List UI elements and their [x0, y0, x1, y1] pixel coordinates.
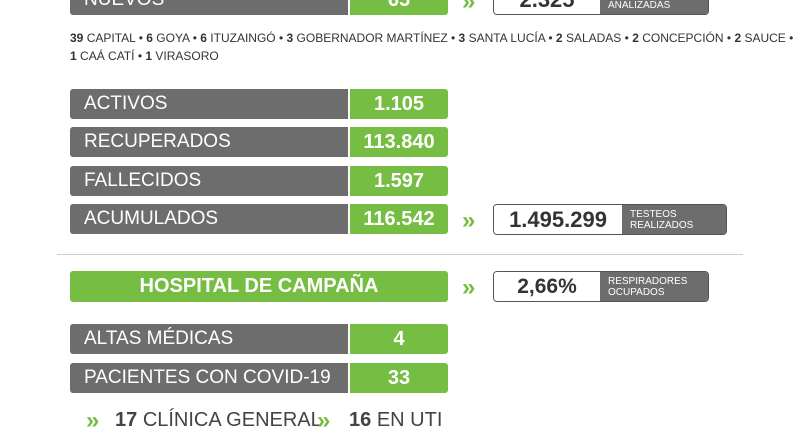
location-name: CAÁ CATÍ — [76, 49, 135, 63]
location-item: 39 CAPITAL — [70, 31, 135, 45]
location-name: SAUCE — [741, 31, 786, 45]
location-count: 2 — [555, 31, 563, 45]
location-count: 2 — [734, 31, 742, 45]
location-count: 1 — [145, 49, 153, 63]
respiradores-value: 2,66% — [494, 272, 600, 301]
location-count: 2 — [632, 31, 639, 45]
testeos-label: TESTEOS REALIZADOS — [622, 205, 726, 234]
analizadas-box: 2.325 ANALIZADAS — [493, 0, 709, 15]
location-count: 6 — [200, 31, 207, 45]
bullet-separator: • — [447, 31, 459, 45]
location-name: GOBERNADOR MARTÍNEZ — [293, 31, 448, 45]
location-item: 2 CONCEPCIÓN — [632, 31, 723, 45]
activos-value: 1.105 — [350, 89, 448, 119]
bullet-separator: • — [275, 31, 287, 45]
location-name: ITUZAINGÓ — [206, 31, 276, 45]
chevron-double-right-icon: » — [462, 207, 476, 234]
location-name: VIRASORO — [152, 49, 219, 63]
altas-value: 4 — [350, 324, 448, 354]
pacientes-label: PACIENTES CON COVID-19 — [70, 363, 348, 393]
location-item: 1 VIRASORO — [145, 49, 218, 63]
location-name: SALADAS — [562, 31, 622, 45]
altas-label: ALTAS MÉDICAS — [70, 324, 348, 354]
bullet-separator: • — [723, 31, 735, 45]
chevron-double-right-icon: » — [462, 0, 476, 15]
bullet-separator: • — [621, 31, 633, 45]
fallecidos-label: FALLECIDOS — [70, 166, 348, 196]
analizadas-label-line2: ANALIZADAS — [608, 0, 671, 11]
location-item: 2 SAUCE — [734, 31, 785, 45]
uti-count: 16 — [349, 409, 372, 431]
locations-line-2: 1 CAÁ CATÍ • 1 VIRASORO — [70, 49, 219, 63]
clinica-general: 17 CLÍNICA GENERAL — [115, 409, 322, 432]
pacientes-value: 33 — [350, 363, 448, 393]
uti-label: EN UTI — [376, 409, 443, 431]
location-item: 2 SALADAS — [556, 31, 621, 45]
location-name: CAPITAL — [83, 31, 136, 45]
location-item: 3 SANTA LUCÍA — [459, 31, 546, 45]
testeos-label-line2: REALIZADOS — [630, 219, 694, 231]
acumulados-label: ACUMULADOS — [70, 204, 348, 234]
en-uti: 16 EN UTI — [349, 409, 442, 432]
location-item: 6 ITUZAINGÓ — [200, 31, 275, 45]
hospital-title: HOSPITAL DE CAMPAÑA — [70, 271, 448, 302]
location-count: 3 — [286, 31, 294, 45]
bullet-separator: • — [189, 31, 201, 45]
location-count: 1 — [70, 49, 77, 63]
location-name: GOYA — [152, 31, 190, 45]
testeos-box: 1.495.299 TESTEOS REALIZADOS — [493, 204, 727, 235]
location-name: CONCEPCIÓN — [638, 31, 724, 45]
chevron-double-right-icon: » — [462, 274, 476, 301]
locations-line-1: 39 CAPITAL • 6 GOYA • 6 ITUZAINGÓ • 3 GO… — [70, 31, 793, 45]
analizadas-value: 2.325 — [494, 0, 600, 14]
testeos-label-line1: TESTEOS — [630, 208, 677, 220]
acumulados-value: 116.542 — [350, 204, 448, 234]
activos-label: ACTIVOS — [70, 89, 348, 119]
clinica-count: 17 — [115, 409, 138, 431]
respiradores-label-line1: RESPIRADORES — [608, 275, 688, 287]
location-item: 3 GOBERNADOR MARTÍNEZ — [287, 31, 448, 45]
location-count: 3 — [458, 31, 466, 45]
nuevos-label: NUEVOS — [70, 0, 348, 15]
chevron-double-right-icon: » — [86, 407, 100, 434]
location-count: 6 — [146, 31, 153, 45]
nuevos-value: 65 — [350, 0, 448, 15]
chevron-double-right-icon: » — [317, 407, 331, 434]
respiradores-label: RESPIRADORES OCUPADOS — [600, 272, 708, 301]
location-item: 1 CAÁ CATÍ — [70, 49, 134, 63]
testeos-value: 1.495.299 — [494, 205, 622, 234]
fallecidos-value: 1.597 — [350, 166, 448, 196]
location-count: 39 — [70, 31, 84, 45]
bullet-separator: • — [545, 31, 556, 45]
recuperados-value: 113.840 — [350, 127, 448, 157]
respiradores-box: 2,66% RESPIRADORES OCUPADOS — [493, 271, 709, 302]
location-name: SANTA LUCÍA — [465, 31, 546, 45]
section-divider — [57, 254, 743, 255]
analizadas-label: ANALIZADAS — [600, 0, 708, 14]
clinica-label: CLÍNICA GENERAL — [142, 409, 322, 431]
bullet-separator: • — [134, 49, 146, 63]
recuperados-label: RECUPERADOS — [70, 127, 348, 157]
bullet-separator: • — [135, 31, 147, 45]
bullet-separator: • — [785, 31, 794, 45]
respiradores-label-line2: OCUPADOS — [608, 286, 665, 298]
location-item: 6 GOYA — [146, 31, 189, 45]
